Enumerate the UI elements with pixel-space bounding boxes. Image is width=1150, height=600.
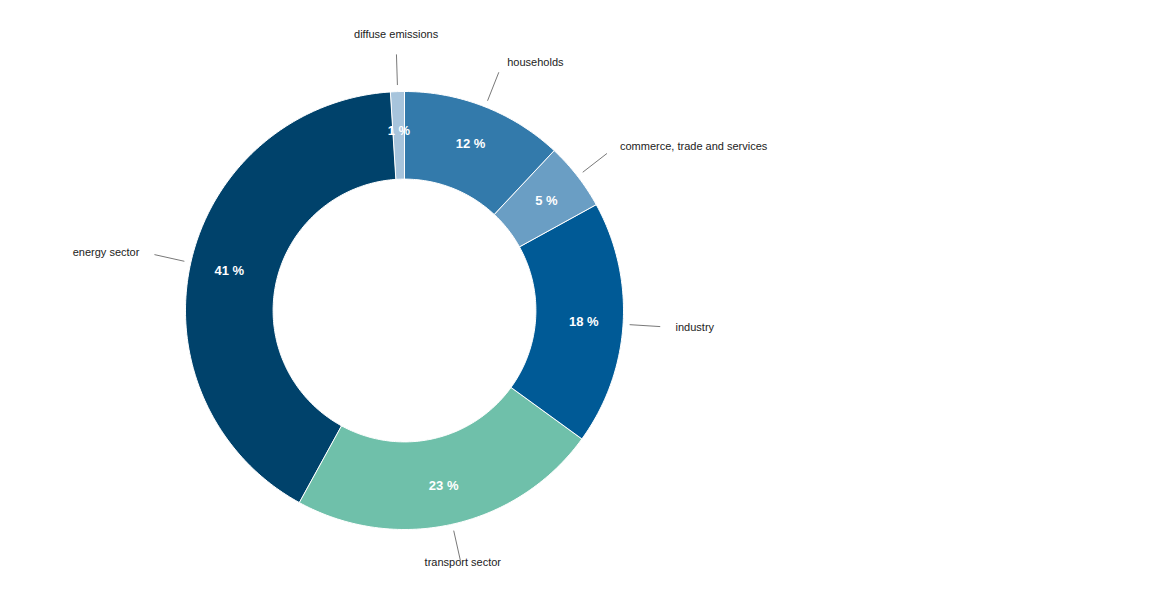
svg-text:18 %: 18 % xyxy=(569,314,599,329)
svg-text:households: households xyxy=(507,56,564,68)
svg-text:23 %: 23 % xyxy=(429,478,459,493)
svg-text:commerce, trade and services: commerce, trade and services xyxy=(620,140,768,152)
svg-text:energy sector: energy sector xyxy=(73,246,140,258)
svg-text:1 %: 1 % xyxy=(388,123,411,138)
svg-text:diffuse emissions: diffuse emissions xyxy=(354,28,439,40)
svg-text:12 %: 12 % xyxy=(456,136,486,151)
svg-text:5 %: 5 % xyxy=(535,193,558,208)
svg-text:41 %: 41 % xyxy=(214,263,244,278)
svg-text:transport sector: transport sector xyxy=(425,556,502,568)
svg-text:industry: industry xyxy=(676,321,715,333)
